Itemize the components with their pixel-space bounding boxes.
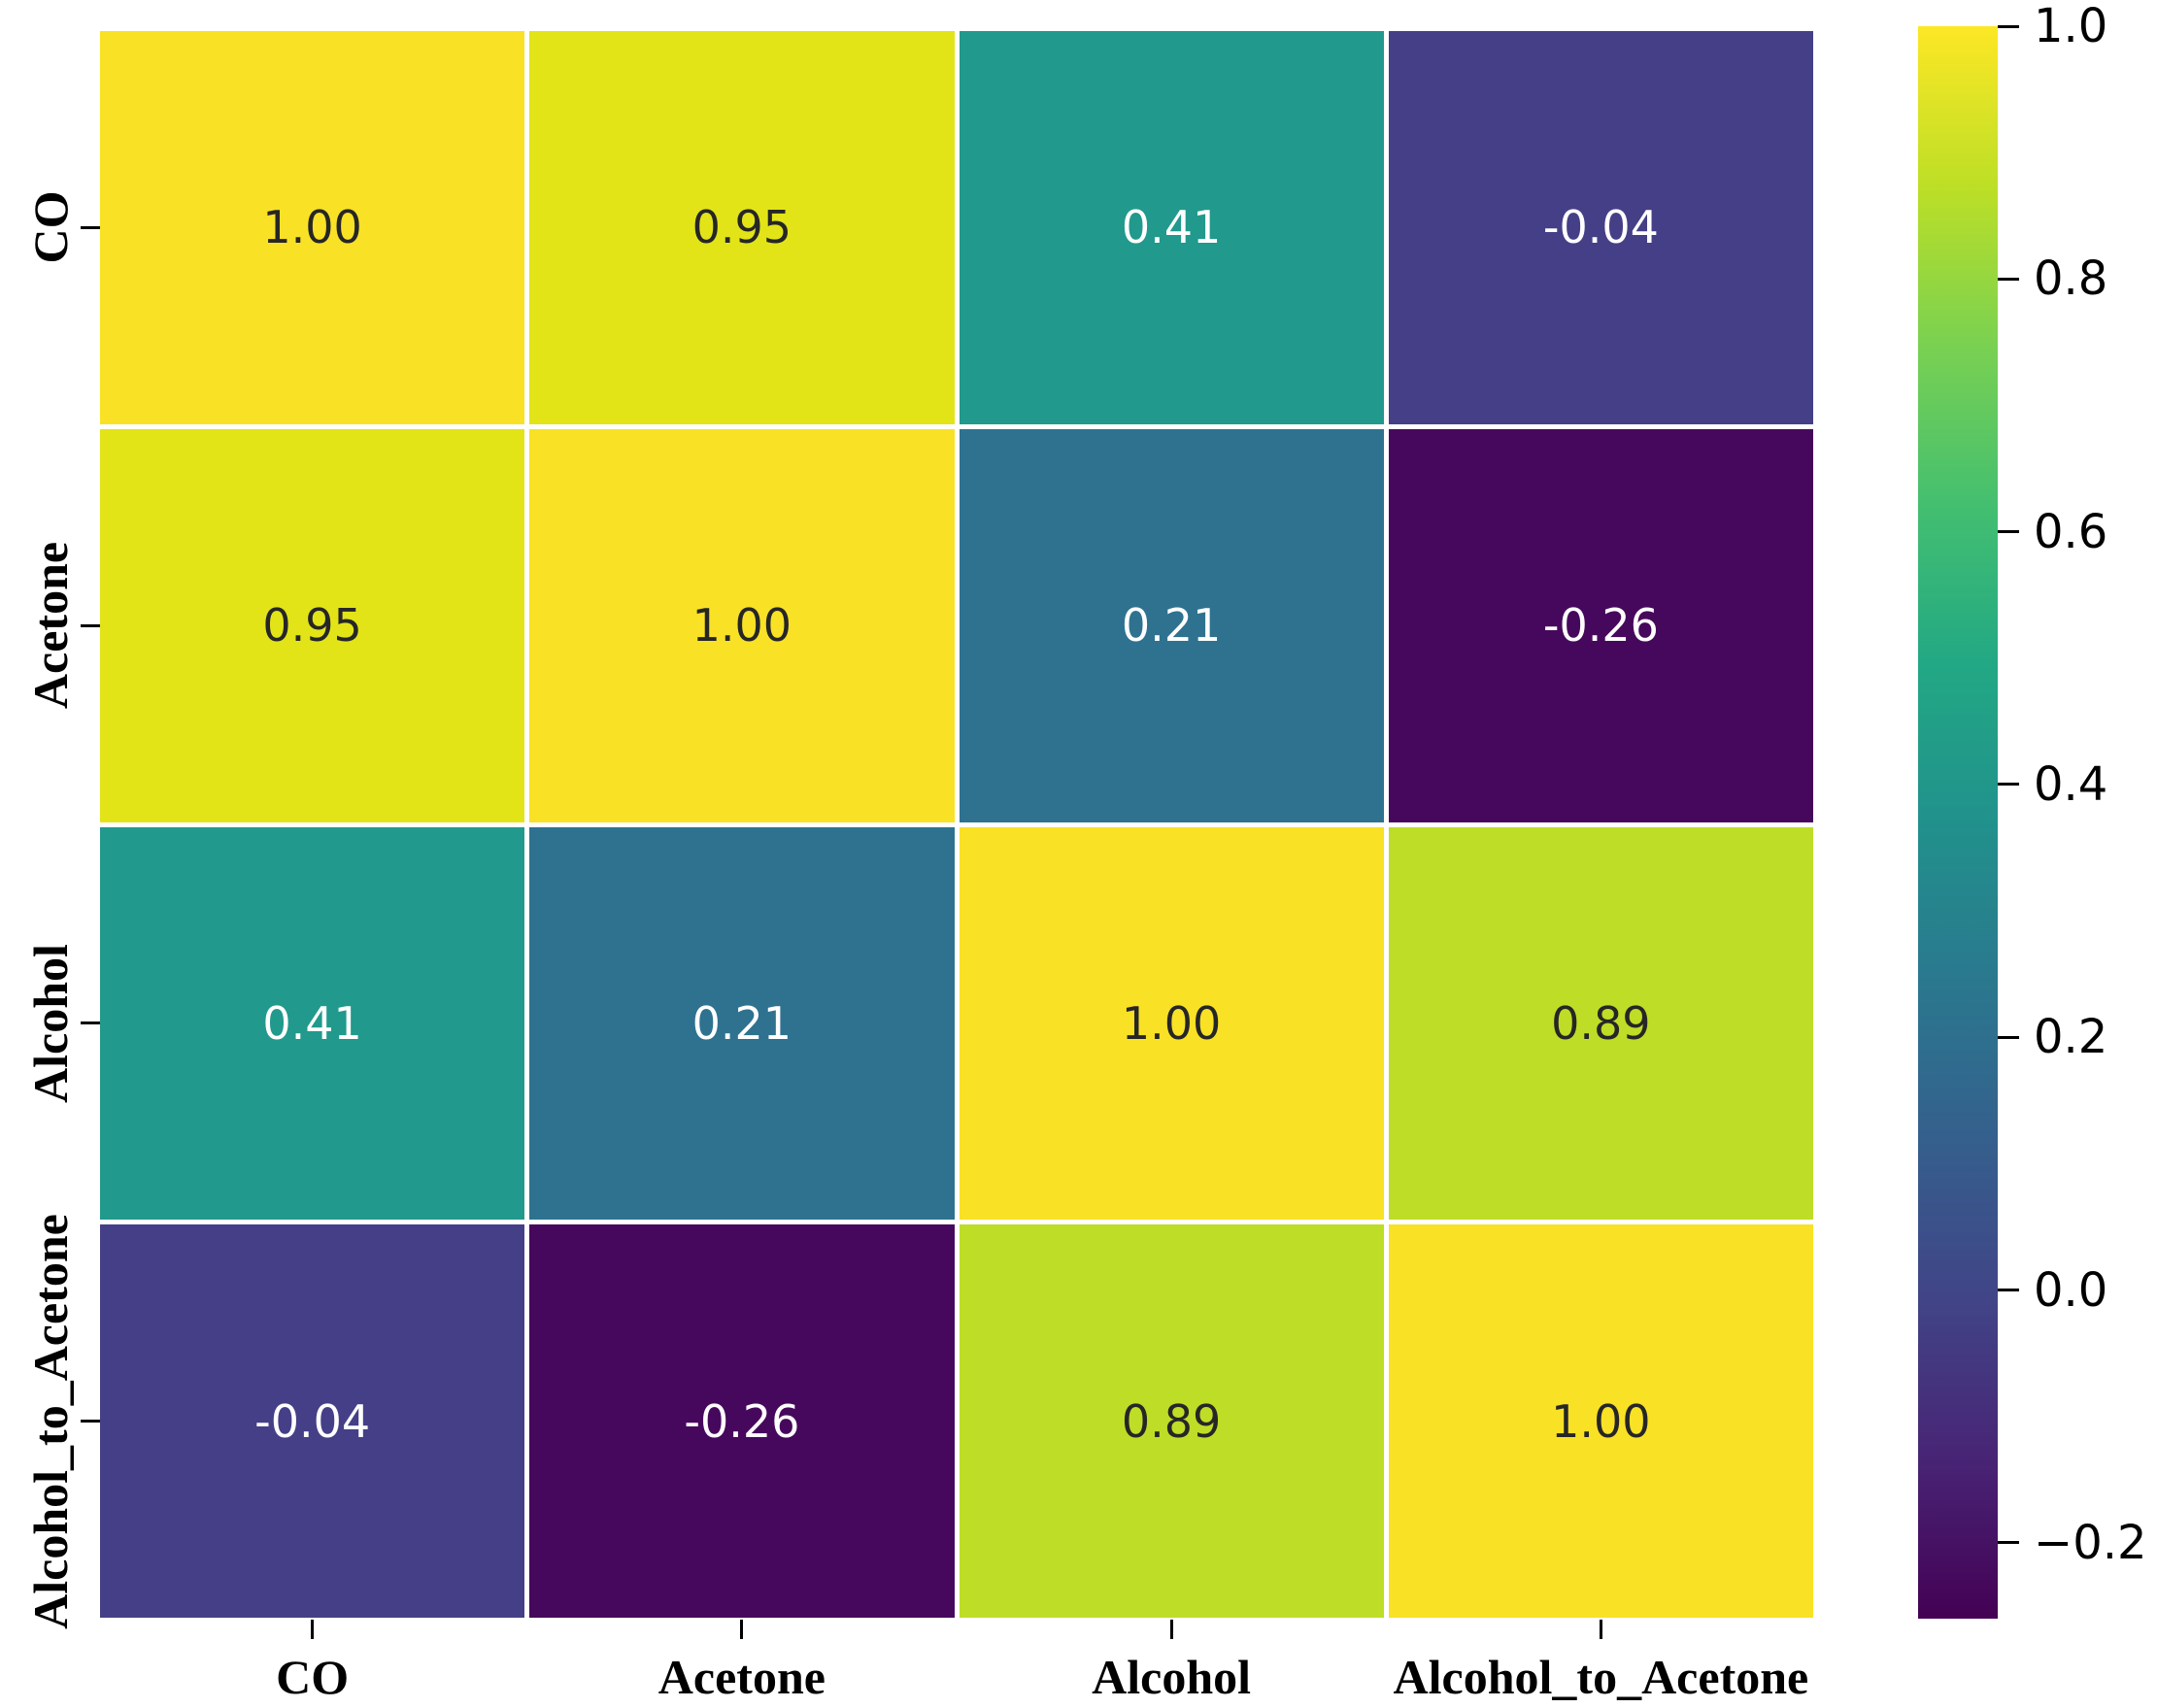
cell-value-label: 0.89 bbox=[1121, 1394, 1222, 1448]
heatmap-cell-Alcohol_to_Acetone-Acetone: -0.26 bbox=[529, 1224, 955, 1618]
colorbar-gradient bbox=[1918, 26, 1998, 1619]
y-tick-label-Alcohol_to_Acetone: Alcohol_to_Acetone bbox=[23, 1213, 78, 1629]
x-tick-label-Acetone: Acetone bbox=[657, 1650, 826, 1704]
cell-value-label: 1.00 bbox=[1551, 1394, 1651, 1448]
colorbar-tick bbox=[1998, 783, 2019, 787]
colorbar-tick-label: 0.4 bbox=[2034, 756, 2108, 812]
cell-value-label: -0.26 bbox=[684, 1394, 800, 1448]
cell-value-label: 1.00 bbox=[691, 599, 792, 653]
heatmap-cell-Acetone-Alcohol_to_Acetone: -0.26 bbox=[1388, 428, 1813, 822]
cell-value-label: -0.26 bbox=[1542, 599, 1659, 653]
colorbar-tick-label: 0.2 bbox=[2034, 1010, 2108, 1065]
heatmap-cell-CO-CO: 1.00 bbox=[100, 31, 525, 424]
colorbar-tick-label: 0.8 bbox=[2034, 251, 2108, 307]
colorbar-tick bbox=[1998, 1541, 2019, 1545]
y-axis-tick bbox=[81, 225, 100, 229]
heatmap-cell-Acetone-Acetone: 1.00 bbox=[529, 428, 955, 822]
heatmap-cell-Alcohol-Alcohol: 1.00 bbox=[959, 826, 1384, 1221]
cell-value-label: 0.41 bbox=[1121, 201, 1222, 254]
x-axis-tick bbox=[1599, 1620, 1602, 1639]
heatmap-cell-Alcohol_to_Acetone-CO: -0.04 bbox=[100, 1224, 525, 1618]
heatmap-cell-CO-Alcohol: 0.41 bbox=[959, 31, 1384, 424]
colorbar-tick-label: 1.0 bbox=[2034, 0, 2108, 53]
colorbar-tick-label: 0.0 bbox=[2034, 1262, 2108, 1318]
y-tick-label-Alcohol: Alcohol bbox=[23, 943, 78, 1103]
heatmap-cell-Acetone-CO: 0.95 bbox=[100, 428, 525, 822]
heatmap-cell-Alcohol-CO: 0.41 bbox=[100, 826, 525, 1221]
x-axis-tick bbox=[1169, 1620, 1173, 1639]
y-tick-label-Acetone: Acetone bbox=[23, 542, 78, 710]
x-tick-label-Alcohol_to_Acetone: Alcohol_to_Acetone bbox=[1393, 1650, 1809, 1704]
y-axis-tick bbox=[81, 623, 100, 627]
cell-value-label: 0.21 bbox=[691, 996, 792, 1050]
colorbar-tick-label: −0.2 bbox=[2034, 1515, 2147, 1570]
colorbar-tick bbox=[1998, 1289, 2019, 1292]
cell-value-label: 0.89 bbox=[1551, 996, 1651, 1050]
cell-value-label: 1.00 bbox=[1121, 996, 1222, 1050]
y-axis-tick bbox=[81, 1420, 100, 1423]
cell-value-label: 1.00 bbox=[262, 201, 362, 254]
cell-value-label: -0.04 bbox=[1542, 201, 1659, 254]
cell-value-label: 0.41 bbox=[262, 996, 362, 1050]
y-axis-tick bbox=[81, 1021, 100, 1025]
colorbar-tick bbox=[1998, 24, 2019, 28]
cell-value-label: 0.95 bbox=[691, 201, 792, 254]
y-tick-label-CO: CO bbox=[23, 190, 78, 264]
heatmap-cell-CO-Acetone: 0.95 bbox=[529, 31, 955, 424]
cell-value-label: 0.21 bbox=[1121, 599, 1222, 653]
cell-value-label: 0.95 bbox=[262, 599, 362, 653]
heatmap-cell-Alcohol_to_Acetone-Alcohol: 0.89 bbox=[959, 1224, 1384, 1618]
heatmap-cell-Alcohol-Alcohol_to_Acetone: 0.89 bbox=[1388, 826, 1813, 1221]
x-tick-label-Alcohol: Alcohol bbox=[1092, 1650, 1252, 1704]
colorbar-tick bbox=[1998, 530, 2019, 534]
heatmap-grid: 1.00 0.95 0.41 -0.04 0.95 1.00 0.21 -0.26 0.41 0.… bbox=[100, 31, 1813, 1618]
x-axis-tick bbox=[311, 1620, 315, 1639]
colorbar-tick bbox=[1998, 1035, 2019, 1039]
cell-value-label: -0.04 bbox=[254, 1394, 371, 1448]
x-tick-label-CO: CO bbox=[276, 1650, 350, 1704]
colorbar-tick bbox=[1998, 277, 2019, 281]
heatmap-cell-CO-Alcohol_to_Acetone: -0.04 bbox=[1388, 31, 1813, 424]
heatmap-cell-Alcohol-Acetone: 0.21 bbox=[529, 826, 955, 1221]
x-axis-tick bbox=[740, 1620, 744, 1639]
heatmap-cell-Acetone-Alcohol: 0.21 bbox=[959, 428, 1384, 822]
heatmap-cell-Alcohol_to_Acetone-Alcohol_to_Acetone: 1.00 bbox=[1388, 1224, 1813, 1618]
colorbar-tick-label: 0.6 bbox=[2034, 504, 2108, 559]
